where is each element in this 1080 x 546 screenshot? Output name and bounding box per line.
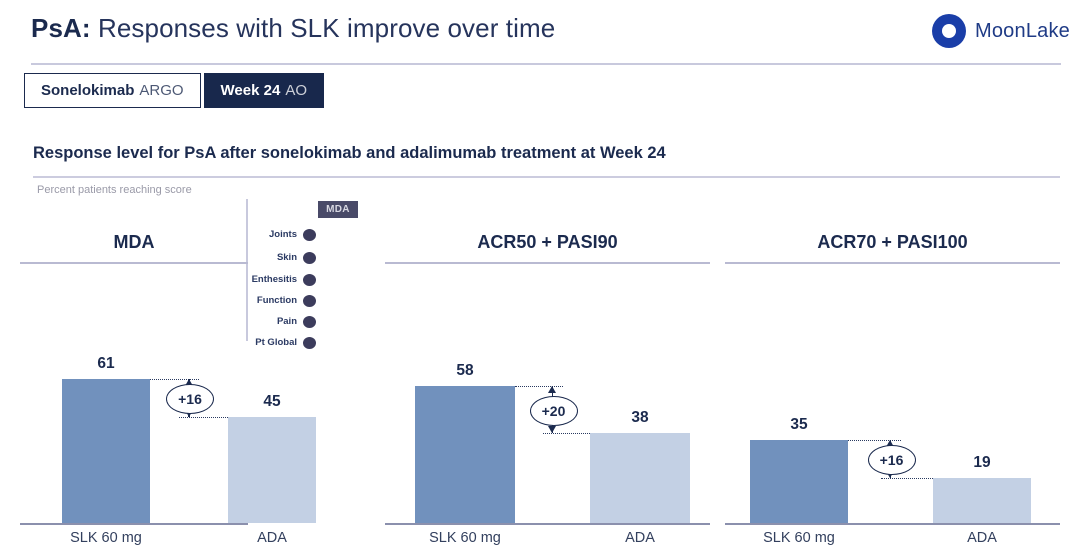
x-axis-baseline — [20, 523, 248, 525]
plot-area: 35 SLK 60 mg 19 ADA +16 — [725, 262, 1060, 546]
legend-row-label: Skin — [276, 252, 297, 263]
x-axis-baseline — [385, 523, 710, 525]
legend-filled-dot-icon — [303, 228, 316, 241]
legend-row-skin: Skin — [247, 249, 357, 266]
page-title: PsA: Responses with SLK improve over tim… — [31, 13, 555, 44]
logo-text: MoonLake — [975, 19, 1070, 42]
chart-panel-3: ACR70 + PASI100 35 SLK 60 mg 19 ADA +16 — [725, 232, 1060, 546]
bar-slk — [750, 440, 848, 523]
delta-badge: +16 — [867, 445, 916, 476]
category-label-ada: ADA — [257, 530, 287, 546]
category-label-slk: SLK 60 mg — [763, 530, 835, 546]
category-label-ada: ADA — [967, 530, 997, 546]
legend-row-pt-global: Pt Global — [247, 334, 357, 351]
category-label-slk: SLK 60 mg — [70, 530, 142, 546]
section-subtitle: Response level for PsA after sonelokimab… — [33, 144, 666, 162]
chart-panel-title: ACR50 + PASI90 — [477, 232, 618, 252]
page-title-rest: Responses with SLK improve over time — [97, 13, 556, 43]
mda-component-legend: Joints Skin Enthesitis Function Pain Pt Globa… — [247, 199, 357, 349]
tab-sonelokimab-argo[interactable]: Sonelokimab ARGO — [24, 73, 201, 108]
y-axis-note: Percent patients reaching score — [37, 184, 192, 196]
delta-leader-line-top — [848, 440, 901, 442]
tab-bar: Sonelokimab ARGO Week 24 AO — [24, 73, 324, 108]
tab-label-sub: AO — [285, 82, 307, 99]
tab-label-sub: ARGO — [139, 82, 184, 99]
chart-panel-1: MDA 61 SLK 60 mg 45 ADA +16 — [20, 232, 316, 546]
bar-value-label: 19 — [973, 454, 991, 472]
moonlake-ring-logo-icon — [932, 14, 966, 48]
category-label-ada: ADA — [625, 530, 655, 546]
delta-arrowhead-up-icon — [886, 440, 894, 448]
bar-ada — [933, 478, 1031, 523]
chart-panel-2: ACR50 + PASI90 58 SLK 60 mg 38 ADA +20 — [385, 232, 710, 546]
bar-value-label: 58 — [456, 362, 474, 380]
legend-row-label: Pt Global — [255, 337, 297, 348]
chart-panel-divider — [20, 262, 248, 264]
legend-row-label: Joints — [269, 229, 297, 240]
chart-panel-divider — [385, 262, 710, 264]
plot-area: 61 SLK 60 mg 45 ADA +16 — [20, 262, 316, 546]
page-title-strong: PsA: — [31, 13, 91, 43]
delta-badge: +16 — [166, 383, 214, 414]
delta-arrowhead-up-icon — [184, 379, 193, 387]
chart-panel-divider — [725, 262, 1060, 264]
delta-leader-line-bottom — [542, 433, 590, 435]
delta-arrowhead-up-icon — [548, 386, 556, 394]
tab-label-strong: Week 24 — [220, 82, 281, 99]
legend-row-label: Function — [256, 295, 297, 306]
bar-value-label: 35 — [790, 416, 808, 434]
legend-filled-dot-icon — [303, 336, 316, 349]
bar-slk — [415, 386, 515, 523]
legend-badge-mda: MDA — [318, 201, 358, 218]
delta-leader-line-bottom — [880, 478, 933, 480]
bar-value-label: 61 — [97, 355, 115, 373]
legend-filled-dot-icon — [303, 273, 316, 286]
tab-label-strong: Sonelokimab — [41, 82, 135, 99]
x-axis-baseline — [725, 523, 1060, 525]
legend-filled-dot-icon — [303, 251, 316, 264]
delta-badge: +20 — [529, 395, 578, 426]
slide-root: PsA: Responses with SLK improve over tim… — [20, 13, 1070, 546]
legend-row-joints: Joints — [247, 226, 357, 243]
bar-ada — [228, 416, 316, 523]
bar-value-label: 38 — [631, 409, 649, 427]
bar-ada — [590, 433, 690, 523]
legend-vertical-divider — [246, 199, 248, 341]
legend-row-function: Function — [247, 292, 357, 309]
chart-panel-title: MDA — [113, 232, 155, 252]
subtitle-divider — [33, 176, 1060, 178]
legend-row-enthesitis: Enthesitis — [247, 271, 357, 288]
legend-filled-dot-icon — [303, 294, 316, 307]
tab-week-24-ao[interactable]: Week 24 AO — [203, 73, 324, 108]
category-label-slk: SLK 60 mg — [429, 530, 501, 546]
plot-area: 58 SLK 60 mg 38 ADA +20 — [385, 262, 710, 546]
legend-filled-dot-icon — [303, 315, 316, 328]
delta-leader-line-bottom — [179, 416, 228, 418]
legend-row-label: Enthesitis — [251, 274, 297, 285]
bar-value-label: 45 — [263, 392, 281, 410]
legend-row-pain: Pain — [247, 313, 357, 330]
chart-panel-title: ACR70 + PASI100 — [817, 232, 968, 252]
moonlake-logo: MoonLake — [932, 14, 1070, 48]
legend-row-label: Pain — [276, 316, 297, 327]
header-divider — [31, 63, 1061, 65]
bar-slk — [62, 379, 150, 523]
delta-leader-line-top — [515, 386, 563, 388]
delta-arrowhead-down-icon — [548, 426, 556, 434]
delta-leader-line-top — [150, 379, 199, 381]
